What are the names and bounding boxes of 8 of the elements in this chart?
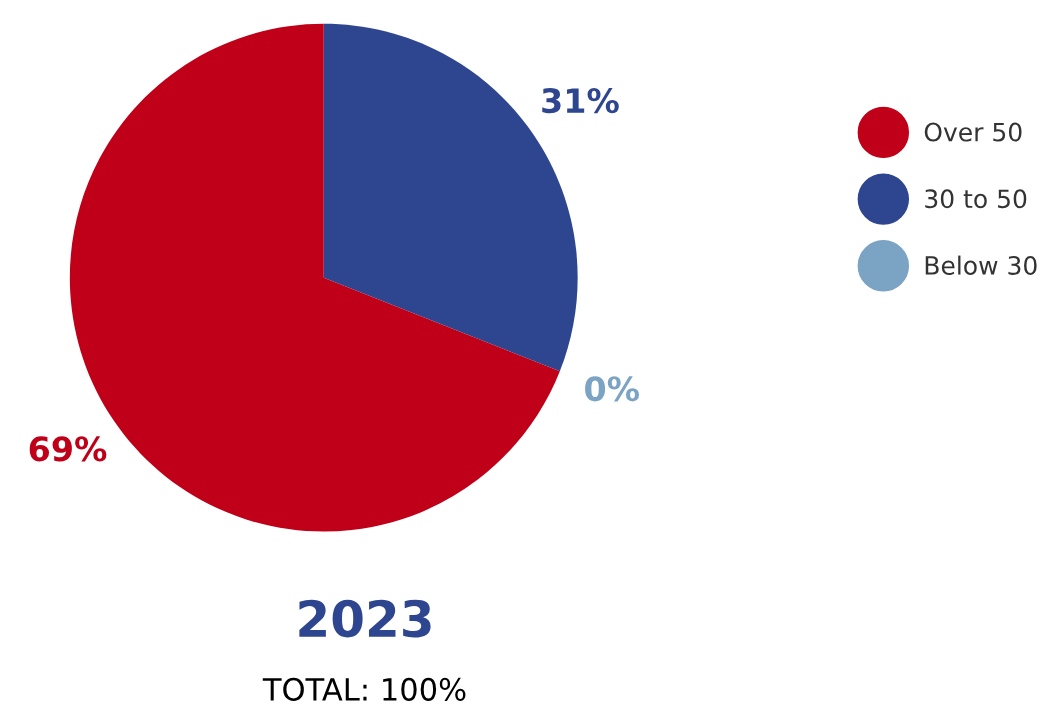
legend-label: 30 to 50 xyxy=(925,189,1027,209)
legend-label: Below 30 xyxy=(925,255,1037,275)
text: 2023 xyxy=(299,599,431,638)
text: TOTAL: 100% xyxy=(262,677,466,701)
data-label: 69% xyxy=(29,436,107,462)
data-label: 31% xyxy=(542,88,619,114)
legend-label: Over 50 xyxy=(924,122,1022,142)
text: 0% xyxy=(585,376,640,402)
